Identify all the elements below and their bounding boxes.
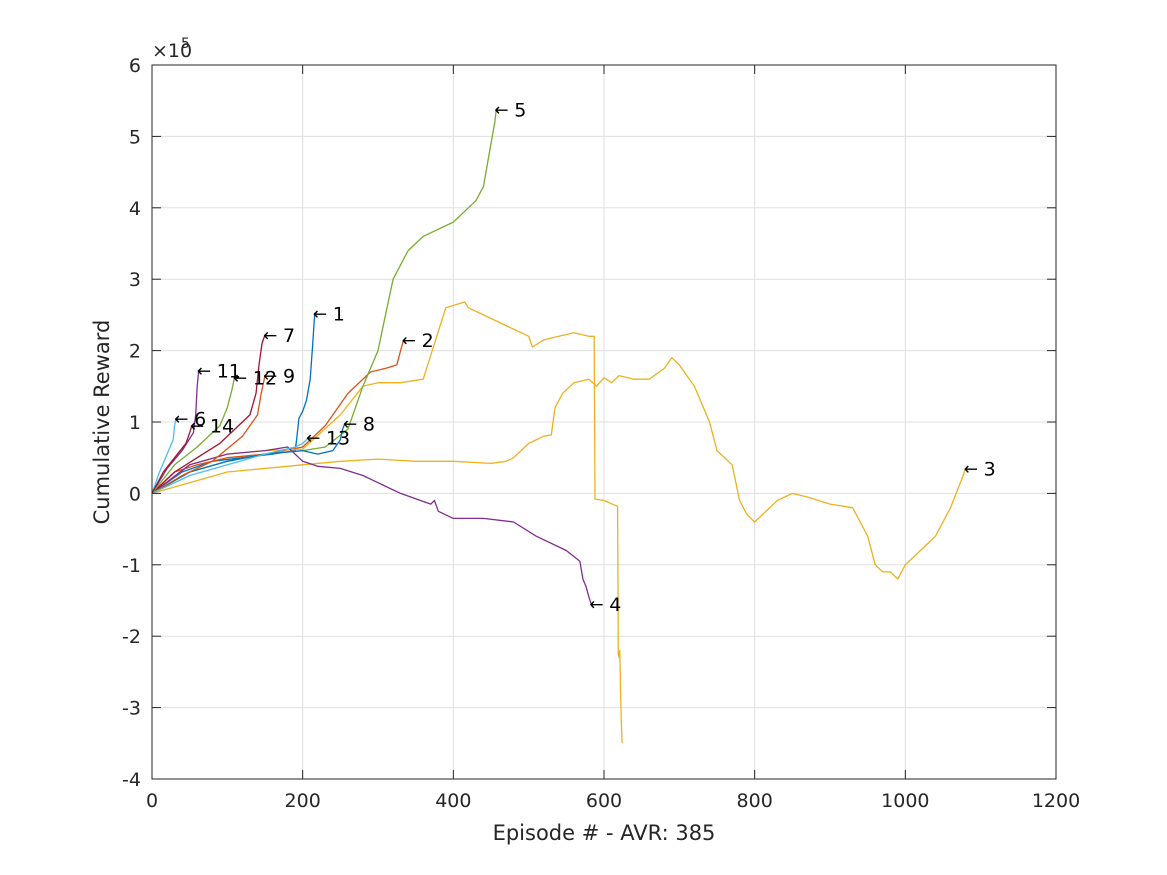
series-line-11-10 <box>151 370 200 494</box>
y-exponent-base: ×10 <box>152 40 192 62</box>
annotation-label: 8 <box>363 413 375 435</box>
annotation-5: ← 5 <box>494 99 526 121</box>
annotation-12: ← 12 <box>233 368 277 390</box>
annotation-arrow: ← <box>306 429 320 449</box>
y-tick-label: 4 <box>129 198 141 220</box>
y-tick-label: 1 <box>129 412 141 434</box>
annotation-9: ← 9 <box>263 366 295 388</box>
annotation-label: 13 <box>326 428 350 450</box>
annotation-14: ← 14 <box>190 416 234 438</box>
y-tick-label: 3 <box>129 269 141 291</box>
series-line-4-4 <box>151 446 592 605</box>
annotation-label: 1 <box>333 303 345 325</box>
y-tick-label: 2 <box>129 341 141 363</box>
annotation-arrow: ← <box>263 326 277 346</box>
annotation-label: 7 <box>283 325 295 347</box>
annotation-label: 9 <box>283 366 295 388</box>
x-tick-label: 0 <box>146 790 158 812</box>
annotation-label: 11 <box>217 361 241 383</box>
y-tick-label: -3 <box>122 698 141 720</box>
annotation-arrow: ← <box>174 409 188 429</box>
y-axis-title: Cumulative Reward <box>90 320 114 525</box>
y-tick-label: 5 <box>129 126 141 148</box>
series-line-12-11 <box>151 375 236 494</box>
annotation-3: ← 3 <box>964 458 996 480</box>
annotation-7: ← 7 <box>263 325 295 347</box>
annotation-arrow: ← <box>190 417 204 437</box>
y-exponent-power: 5 <box>181 36 190 52</box>
annotation-4: ← 4 <box>589 594 621 616</box>
series-line-13-12 <box>151 437 309 494</box>
annotation-8: ← 8 <box>343 413 375 435</box>
annotation-arrow: ← <box>589 595 603 615</box>
y-tick-label: -1 <box>122 555 141 577</box>
annotation-2: ← 2 <box>402 330 434 352</box>
series-line-3-2 <box>151 301 623 744</box>
annotation-label: 6 <box>194 408 206 430</box>
series-line-7-7 <box>151 334 266 494</box>
x-tick-label: 200 <box>285 790 321 812</box>
series-line-3-3 <box>151 357 967 580</box>
series-lines <box>151 109 967 744</box>
y-tick-label: 6 <box>129 55 141 77</box>
annotation-11: ← 11 <box>197 361 241 383</box>
x-tick-label: 600 <box>586 790 622 812</box>
x-axis-title: Episode # - AVR: 385 <box>493 821 716 845</box>
series-line-14-13 <box>151 425 193 494</box>
series-line-8-8 <box>151 423 346 494</box>
y-tick-label: -2 <box>122 626 141 648</box>
annotation-label: 5 <box>514 99 526 121</box>
annotation-arrow: ← <box>402 331 416 351</box>
annotation-6: ← 6 <box>174 408 206 430</box>
series-line-2-1 <box>151 339 405 494</box>
annotation-label: 2 <box>422 330 434 352</box>
annotation-arrow: ← <box>343 414 357 434</box>
annotation-label: 12 <box>253 368 277 390</box>
annotation-label: 3 <box>984 458 996 480</box>
x-tick-label: 400 <box>435 790 471 812</box>
annotation-label: 4 <box>609 594 621 616</box>
y-tick-label: -4 <box>122 769 141 791</box>
series-line-9-9 <box>151 375 266 494</box>
y-tick-label: 0 <box>129 483 141 505</box>
annotation-arrow: ← <box>233 369 247 389</box>
annotation-arrow: ← <box>313 304 327 324</box>
x-tick-label: 1000 <box>881 790 929 812</box>
annotation-arrow: ← <box>964 459 978 479</box>
annotation-1: ← 1 <box>313 303 345 325</box>
annotation-arrow: ← <box>263 367 277 387</box>
x-tick-label: 800 <box>737 790 773 812</box>
annotation-arrow: ← <box>494 100 508 120</box>
annotation-arrow: ← <box>197 362 211 382</box>
annotation-label: 14 <box>210 416 234 438</box>
series-annotations: ← 1← 2← 3← 4← 5← 6← 7← 8← 9← 11← 12← 13← 14 <box>174 99 996 616</box>
x-tick-label: 1200 <box>1032 790 1080 812</box>
annotation-13: ← 13 <box>306 428 350 450</box>
series-line-6-6 <box>151 418 177 494</box>
